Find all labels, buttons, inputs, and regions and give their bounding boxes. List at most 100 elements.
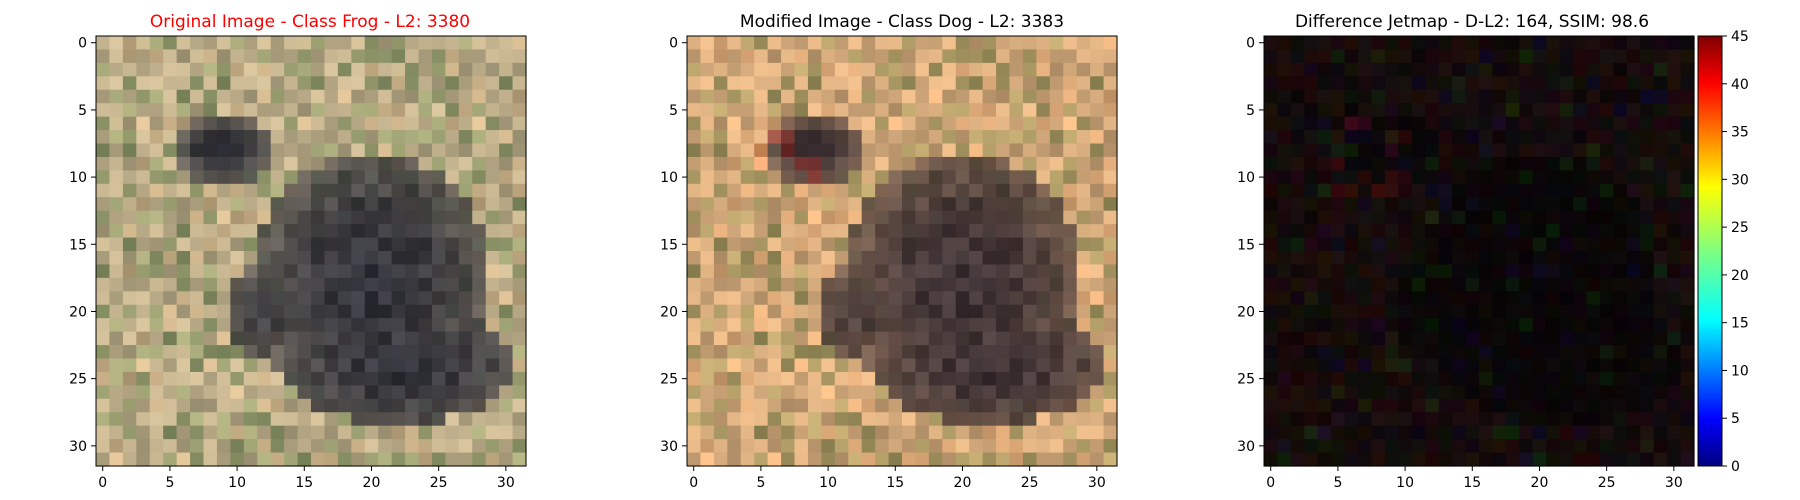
pixel: [324, 264, 339, 279]
pixel: [996, 425, 1011, 440]
pixel: [969, 358, 984, 373]
pixel: [1438, 371, 1453, 386]
pixel: [1344, 143, 1359, 158]
pixel: [848, 103, 863, 118]
pixel: [713, 224, 728, 239]
pixel: [1103, 358, 1118, 373]
pixel: [915, 439, 930, 454]
pixel: [311, 277, 326, 292]
pixel: [687, 49, 702, 64]
pixel: [1358, 49, 1373, 64]
pixel: [727, 103, 742, 118]
pixel: [781, 197, 796, 212]
pixel: [270, 251, 285, 266]
pixel: [1290, 49, 1305, 64]
pixel: [1076, 304, 1091, 319]
pixel: [1492, 251, 1507, 266]
pixel: [1519, 318, 1534, 333]
pixel: [1290, 277, 1305, 292]
pixel: [1290, 425, 1305, 440]
pixel: [378, 143, 393, 158]
pixel: [1613, 170, 1628, 185]
pixel: [1452, 452, 1467, 467]
pixel: [848, 251, 863, 266]
pixel: [1049, 197, 1064, 212]
pixel: [1277, 103, 1292, 118]
pixel: [190, 264, 205, 279]
pixel: [1398, 89, 1413, 104]
pixel: [834, 412, 849, 427]
pixel: [190, 130, 205, 145]
pixel: [1090, 49, 1105, 64]
pixel: [955, 49, 970, 64]
pixel: [1090, 398, 1105, 413]
pixel: [1371, 237, 1386, 252]
pixel: [740, 130, 755, 145]
pixel: [727, 398, 742, 413]
pixel: [1076, 452, 1091, 467]
pixel: [996, 385, 1011, 400]
pixel: [203, 103, 218, 118]
pixel: [1573, 412, 1588, 427]
pixel: [848, 385, 863, 400]
pixel: [1384, 277, 1399, 292]
pixel: [499, 345, 514, 360]
pixel: [1317, 291, 1332, 306]
pixel: [1317, 130, 1332, 145]
pixel: [740, 439, 755, 454]
pixel: [311, 76, 326, 91]
pixel: [96, 183, 111, 198]
pixel: [1049, 224, 1064, 239]
pixel: [485, 237, 500, 252]
pixel: [1492, 237, 1507, 252]
pixel: [1559, 143, 1574, 158]
pixel: [1411, 358, 1426, 373]
pixel: [1277, 412, 1292, 427]
pixel: [230, 36, 245, 51]
pixel: [740, 398, 755, 413]
pixel: [1667, 345, 1682, 360]
pixel: [1358, 412, 1373, 427]
panel-original: Original Image - Class Frog - L2: 3380 0…: [69, 12, 527, 491]
pixel: [1532, 291, 1547, 306]
pixel: [149, 385, 164, 400]
pixel: [1103, 197, 1118, 212]
pixel: [190, 116, 205, 131]
pixel: [1546, 103, 1561, 118]
pixel: [942, 291, 957, 306]
pixel: [982, 385, 997, 400]
pixel: [848, 452, 863, 467]
pixel: [928, 398, 943, 413]
pixel: [1009, 358, 1024, 373]
x-tick-label: 20: [1531, 475, 1549, 491]
pixel: [351, 398, 366, 413]
pixel: [942, 425, 957, 440]
x-tick-label: 10: [819, 475, 837, 491]
pixel: [203, 425, 218, 440]
pixel: [996, 251, 1011, 266]
pixel: [337, 277, 352, 292]
pixel: [364, 398, 379, 413]
pixel: [1264, 224, 1279, 239]
pixel: [1452, 170, 1467, 185]
pixel: [781, 49, 796, 64]
pixel: [163, 62, 178, 77]
pixel: [942, 264, 957, 279]
pixel: [875, 425, 890, 440]
pixel: [1344, 412, 1359, 427]
pixel: [1344, 89, 1359, 104]
pixel: [391, 318, 406, 333]
pixel: [794, 197, 809, 212]
pixel: [351, 385, 366, 400]
pixel: [431, 251, 446, 266]
pixel: [297, 183, 312, 198]
pixel: [499, 130, 514, 145]
colorbar-tick-label: 30: [1731, 172, 1749, 188]
pixel: [284, 49, 299, 64]
pixel: [458, 331, 473, 346]
pixel: [136, 331, 151, 346]
pixel: [364, 170, 379, 185]
pixel: [1546, 130, 1561, 145]
pixel: [1519, 251, 1534, 266]
